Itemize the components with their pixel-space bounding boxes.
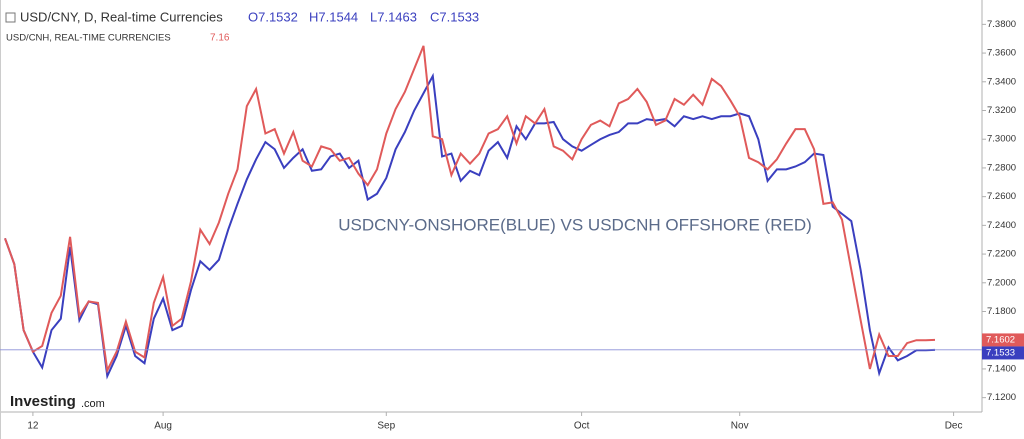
series-line [4,72,936,380]
x-tick-label: Oct [574,421,590,432]
y-tick-label: 7.1800 [987,306,1016,317]
y-tick-label: 7.2800 [987,162,1016,173]
x-tick-label: Nov [731,421,749,432]
ohlc-close: C7.1533 [430,9,479,24]
x-tick-label: Dec [945,421,963,432]
last-value-box [982,333,1024,347]
chart-title: USD/CNY, D, Real-time Currencies [20,9,223,24]
ohlc-low: L7.1463 [370,9,417,24]
y-tick-label: 7.1200 [987,392,1016,403]
y-tick-label: 7.3000 [987,134,1016,145]
ohlc-open: O7.1532 [248,9,298,24]
chart-subtitle: USD/CNH, REAL-TIME CURRENCIES [6,33,171,44]
logo-suffix: .com [81,398,105,410]
y-tick-label: 7.3600 [987,48,1016,59]
annotation: USDCNY-ONSHORE(BLUE) VS USDCNH OFFSHORE … [338,215,812,234]
logo: Investing [10,393,76,410]
y-tick-label: 7.2600 [987,191,1016,202]
y-tick-label: 7.3800 [987,19,1016,30]
last-value-box [982,346,1024,360]
subtitle-value: 7.16 [210,33,230,44]
last-value-label: 7.1533 [986,347,1015,358]
y-tick-label: 7.2200 [987,249,1016,260]
y-tick-label: 7.3200 [987,105,1016,116]
ohlc-high: H7.1544 [309,9,358,24]
series-icon [5,12,16,23]
last-value-label: 7.1602 [986,334,1015,345]
y-tick-label: 7.1400 [987,363,1016,374]
x-tick-label: Aug [154,421,172,432]
y-tick-label: 7.2000 [987,277,1016,288]
x-tick-label: Sep [377,421,395,432]
x-tick-label: 12 [27,421,39,432]
y-tick-label: 7.2400 [987,220,1016,231]
y-tick-label: 7.3400 [987,76,1016,87]
series-line [4,45,936,374]
